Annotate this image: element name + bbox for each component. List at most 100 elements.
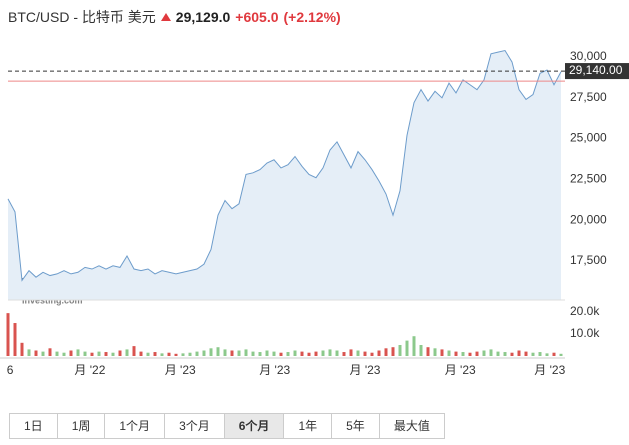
y-tick-label: 25,000: [570, 131, 607, 145]
volume-bar: [489, 349, 493, 356]
price: 29,129.0: [175, 9, 231, 25]
volume-tick-label: 10.0k: [570, 326, 600, 340]
volume-bar: [447, 350, 451, 356]
volume-bar: [356, 350, 360, 356]
volume-bar: [510, 352, 514, 356]
period-bar: 1日 1周 1个月 3个月 6个月 1年 5年 最大值: [9, 413, 445, 439]
x-tick-label: 6: [7, 363, 14, 377]
volume-bar: [398, 345, 402, 356]
volume-bar: [307, 352, 311, 356]
x-tick-label: 月 '23: [165, 363, 196, 377]
volume-bar: [216, 347, 220, 356]
volume-bar: [517, 350, 521, 356]
volume-bar: [475, 351, 479, 356]
volume-bar: [272, 351, 276, 356]
volume-bar: [293, 350, 297, 356]
volume-bar: [153, 352, 157, 356]
volume-bar: [559, 353, 563, 356]
volume-bar: [300, 351, 304, 356]
x-tick-label: 月 '23: [445, 363, 476, 377]
volume-bar: [552, 352, 556, 356]
volume-bar: [482, 350, 486, 356]
volume-bar: [125, 349, 129, 356]
x-tick-label: 月 '23: [534, 363, 565, 377]
volume-bar: [524, 351, 528, 356]
period-button[interactable]: 1日: [10, 414, 58, 438]
volume-bar: [419, 345, 423, 356]
volume-bar: [384, 348, 388, 356]
volume-bar: [6, 313, 10, 356]
volume-bar: [258, 352, 262, 356]
price-line: [7, 49, 562, 282]
chart: 英为财情Investing.com29,140.0017,50020,00022…: [0, 49, 629, 377]
volume-bar: [342, 352, 346, 356]
period-button[interactable]: 3个月: [165, 414, 225, 438]
up-arrow: [160, 13, 171, 21]
volume-bar: [181, 353, 185, 356]
volume-bar: [34, 350, 38, 356]
volume-bar: [139, 351, 143, 356]
volume-bar: [251, 351, 255, 356]
current-price-label: 29,140.00: [569, 63, 623, 77]
y-tick-label: 17,500: [570, 253, 607, 267]
title: BTC/USD - 比特币 美元: [8, 9, 156, 25]
volume-bar: [440, 349, 444, 356]
volume-bar: [405, 340, 409, 356]
volume-bar: [13, 323, 17, 356]
volume-bar: [503, 352, 507, 356]
volume-bar: [83, 351, 87, 356]
volume-bar: [132, 346, 136, 356]
y-tick-label: 20,000: [570, 212, 607, 226]
period-button[interactable]: 1年: [284, 414, 333, 438]
x-tick-label: 月 '22: [74, 363, 105, 377]
volume-bar: [146, 352, 150, 356]
volume-bar: [195, 351, 199, 356]
volume-bar: [97, 351, 101, 356]
volume-bar: [188, 352, 192, 356]
volume-bar: [69, 350, 73, 356]
volume-bar: [454, 351, 458, 356]
header: BTC/USD - 比特币 美元 29,129.0 +605.0 (+2.12%…: [8, 7, 341, 27]
period-button[interactable]: 1周: [58, 414, 106, 438]
volume-bar: [335, 350, 339, 356]
volume-bar: [363, 351, 367, 356]
volume-bar: [328, 349, 332, 356]
x-tick-label: 月 '23: [259, 363, 290, 377]
volume-bar: [76, 349, 80, 356]
volume-bar: [531, 352, 535, 356]
volume-bar: [55, 351, 59, 356]
y-tick-label: 30,000: [570, 49, 607, 63]
volume-bar: [391, 347, 395, 356]
volume-bar: [237, 350, 241, 356]
period-button[interactable]: 5年: [332, 414, 380, 438]
period-button[interactable]: 1个月: [105, 414, 166, 438]
volume-bar: [321, 350, 325, 356]
volume-bar: [104, 352, 108, 356]
period-button[interactable]: 最大值: [393, 419, 430, 433]
change: +605.0: [235, 9, 279, 25]
volume-bar: [202, 350, 206, 356]
volume-bar: [90, 352, 94, 356]
volume-tick-label: 20.0k: [570, 304, 600, 318]
volume-bar: [41, 351, 45, 356]
volume-bar: [538, 352, 542, 356]
volume-bar: [426, 347, 430, 356]
current-price-box: [565, 63, 629, 80]
volume-bar: [167, 352, 171, 356]
change-pct: (+2.12%): [283, 9, 341, 25]
volume-bar: [377, 350, 381, 356]
volume-bar: [433, 348, 437, 356]
volume-bar: [111, 352, 115, 356]
volume-bar: [118, 350, 122, 356]
x-tick-label: 月 '23: [350, 363, 381, 377]
volume-bar: [412, 336, 416, 356]
volume-bar: [20, 342, 24, 356]
volume-bar: [314, 351, 318, 356]
period-button[interactable]: 6个月: [224, 414, 285, 438]
volume-bar: [279, 352, 283, 356]
volume-bar: [174, 353, 178, 356]
volume-bar: [62, 352, 66, 356]
volume-bar: [230, 350, 234, 356]
volume-bar: [286, 352, 290, 356]
